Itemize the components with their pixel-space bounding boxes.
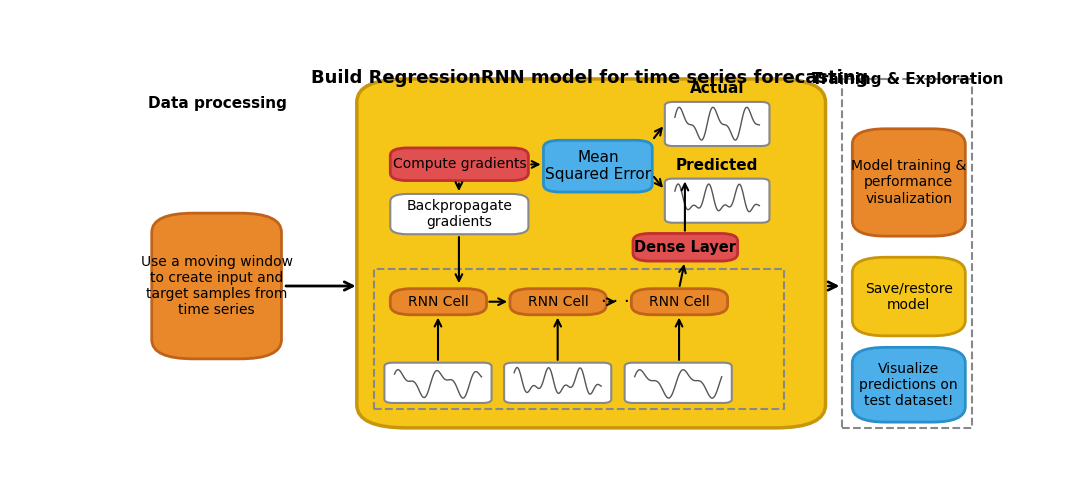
Text: Predicted: Predicted [676, 158, 758, 173]
Text: Visualize
predictions on
test dataset!: Visualize predictions on test dataset! [860, 362, 958, 408]
Text: Backpropagate
gradients: Backpropagate gradients [406, 199, 512, 229]
Text: Dense Layer: Dense Layer [634, 240, 737, 255]
FancyBboxPatch shape [390, 289, 486, 315]
FancyBboxPatch shape [390, 194, 528, 234]
FancyBboxPatch shape [665, 102, 769, 146]
Text: Mean
Squared Error: Mean Squared Error [544, 150, 651, 182]
Bar [842, 79, 972, 428]
Text: Use a moving window
to create input and
target samples from
time series: Use a moving window to create input and … [140, 254, 293, 317]
Text: Data processing: Data processing [148, 96, 286, 112]
FancyBboxPatch shape [852, 257, 966, 336]
FancyBboxPatch shape [356, 79, 825, 428]
Text: RNN Cell: RNN Cell [649, 295, 710, 309]
FancyBboxPatch shape [151, 213, 282, 359]
FancyBboxPatch shape [504, 363, 611, 403]
Text: RNN Cell: RNN Cell [528, 295, 589, 309]
FancyBboxPatch shape [390, 148, 528, 181]
Text: Compute gradients: Compute gradients [392, 157, 526, 171]
FancyBboxPatch shape [632, 289, 728, 315]
Text: Build RegressionRNN model for time series forecasting: Build RegressionRNN model for time serie… [311, 69, 868, 87]
Bar [374, 269, 784, 409]
FancyBboxPatch shape [624, 363, 732, 403]
FancyBboxPatch shape [852, 129, 966, 236]
FancyBboxPatch shape [543, 140, 652, 192]
FancyBboxPatch shape [665, 179, 769, 223]
FancyBboxPatch shape [633, 234, 738, 261]
Text: Training & Exploration: Training & Exploration [812, 72, 1003, 87]
Text: Model training &
performance
visualization: Model training & performance visualizati… [851, 159, 967, 206]
FancyBboxPatch shape [510, 289, 606, 315]
Text: Save/restore
model: Save/restore model [865, 281, 953, 312]
FancyBboxPatch shape [384, 363, 491, 403]
Text: · · ·: · · · [602, 293, 630, 311]
FancyBboxPatch shape [852, 348, 966, 422]
Text: Actual: Actual [690, 81, 744, 96]
Text: RNN Cell: RNN Cell [408, 295, 469, 309]
